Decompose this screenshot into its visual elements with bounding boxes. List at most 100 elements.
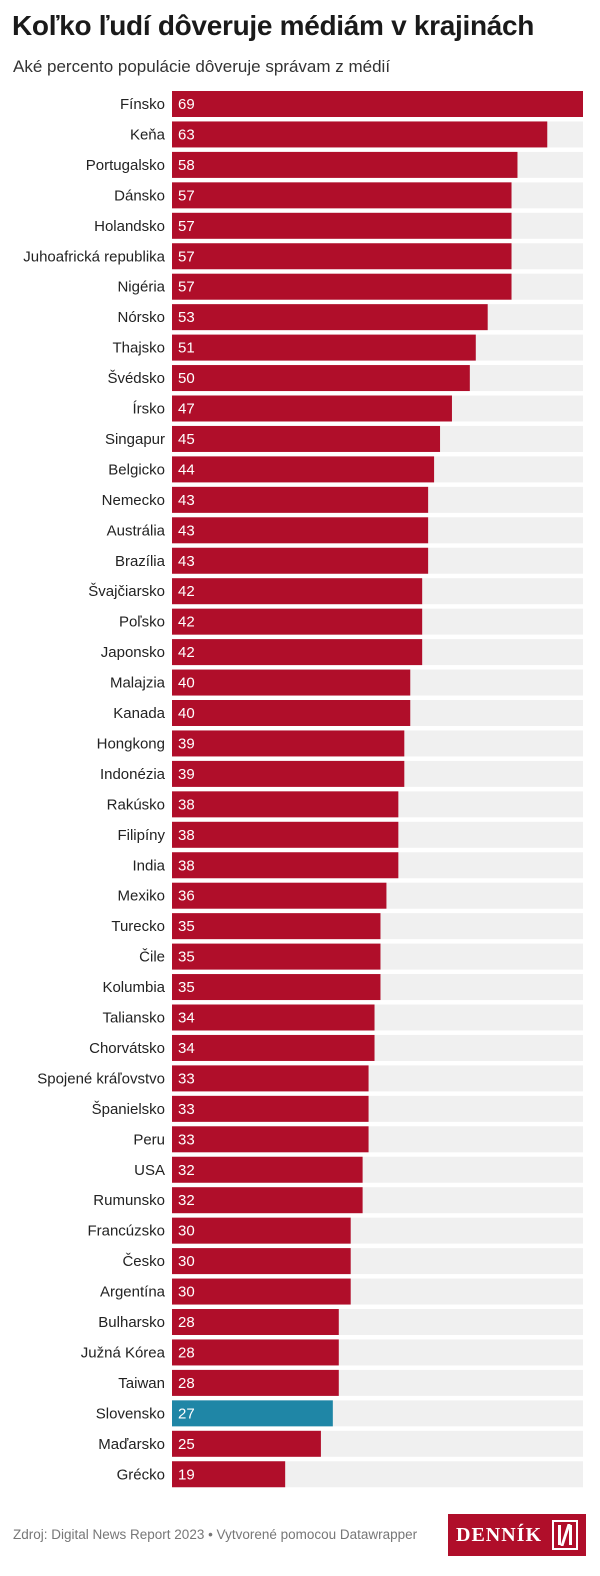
category-label: Kolumbia: [102, 979, 165, 996]
value-label: 19: [178, 1466, 195, 1483]
bar: [172, 608, 423, 635]
value-label: 43: [178, 492, 195, 509]
bar: [172, 456, 435, 483]
value-label: 69: [178, 96, 195, 113]
bar: [172, 852, 399, 879]
bar: [172, 1217, 351, 1244]
value-label: 40: [178, 675, 195, 692]
category-label: Mexiko: [117, 888, 165, 905]
bar: [172, 1309, 339, 1335]
bar: [172, 1461, 286, 1488]
category-label: Francúzsko: [87, 1223, 165, 1240]
bar: [172, 1400, 333, 1427]
dennik-n-logo[interactable]: DENNÍK: [448, 1514, 586, 1556]
bar: [172, 700, 411, 726]
category-label: Slovensko: [96, 1405, 165, 1422]
bar: [172, 273, 512, 300]
chart-subtitle: Aké percento populácie dôveruje správam …: [13, 57, 391, 76]
bar: [172, 425, 441, 452]
value-label: 30: [178, 1284, 195, 1301]
bar: [172, 1187, 363, 1214]
category-label: Malajzia: [110, 675, 166, 692]
category-label: Chorvátsko: [89, 1040, 165, 1057]
category-label: Holandsko: [94, 218, 165, 235]
value-label: 50: [178, 370, 195, 387]
category-label: Rumunsko: [93, 1192, 165, 1209]
value-label: 38: [178, 796, 195, 813]
category-label: Turecko: [111, 918, 165, 935]
category-label: Juhoafrická republika: [23, 248, 165, 265]
value-label: 35: [178, 979, 195, 996]
value-label: 35: [178, 918, 195, 935]
bar: [172, 395, 452, 422]
value-label: 40: [178, 705, 195, 722]
category-label: Nórsko: [117, 309, 165, 326]
value-label: 27: [178, 1405, 195, 1422]
value-label: 57: [178, 248, 195, 265]
bar: [172, 91, 583, 117]
category-label: Španielsko: [92, 1101, 165, 1118]
category-label: Keňa: [130, 126, 166, 143]
bar: [172, 182, 512, 209]
category-label: Maďarsko: [98, 1436, 165, 1453]
category-label: Južná Kórea: [81, 1344, 166, 1361]
value-label: 57: [178, 218, 195, 235]
value-label: 53: [178, 309, 195, 326]
category-label: Švédsko: [107, 370, 165, 387]
value-label: 28: [178, 1375, 195, 1392]
value-label: 30: [178, 1253, 195, 1270]
value-label: 42: [178, 614, 195, 631]
bar: [172, 943, 381, 970]
bar: [172, 1156, 363, 1183]
category-label: Švajčiarsko: [88, 583, 165, 600]
category-label: Austrália: [107, 522, 166, 539]
bar: [172, 1126, 369, 1153]
value-label: 42: [178, 644, 195, 661]
bar: [172, 1095, 369, 1122]
category-label: Hongkong: [97, 735, 165, 752]
bar: [172, 1034, 375, 1061]
bar: [172, 1248, 351, 1275]
chart-title: Koľko ľudí dôveruje médiám v krajinách: [12, 10, 535, 41]
bar: [172, 334, 476, 361]
category-label: Česko: [122, 1253, 165, 1270]
bar: [172, 730, 405, 757]
category-label: Thajsko: [112, 340, 165, 357]
value-label: 30: [178, 1223, 195, 1240]
category-label: Taliansko: [102, 1010, 165, 1027]
bar: [172, 1065, 369, 1092]
value-label: 32: [178, 1162, 195, 1179]
bar: [172, 486, 429, 513]
value-label: 47: [178, 401, 195, 418]
bar: [172, 1004, 375, 1031]
value-label: 25: [178, 1436, 195, 1453]
category-label: Belgicko: [108, 461, 165, 478]
value-label: 33: [178, 1101, 195, 1118]
bar: [172, 547, 429, 574]
value-label: 43: [178, 522, 195, 539]
category-label: Singapur: [105, 431, 165, 448]
category-label: Peru: [133, 1131, 165, 1148]
bar: [172, 1278, 351, 1305]
bar: [172, 1430, 321, 1457]
value-label: 63: [178, 126, 195, 143]
value-label: 33: [178, 1131, 195, 1148]
category-label: Brazília: [115, 553, 166, 570]
bar: [172, 121, 548, 148]
value-label: 57: [178, 279, 195, 296]
category-label: Fínsko: [120, 96, 165, 113]
category-label: Írsko: [132, 401, 165, 418]
source-footer: Zdroj: Digital News Report 2023 • Vytvor…: [13, 1527, 418, 1542]
value-label: 34: [178, 1010, 195, 1027]
value-label: 33: [178, 1070, 195, 1087]
value-label: 35: [178, 949, 195, 966]
bar: [172, 791, 399, 818]
value-label: 58: [178, 157, 195, 174]
bar: [172, 243, 512, 270]
category-label: Grécko: [117, 1466, 165, 1483]
bar: [172, 913, 381, 940]
bar: [172, 212, 512, 239]
value-label: 42: [178, 583, 195, 600]
category-label: Spojené kráľovstvo: [37, 1070, 165, 1087]
